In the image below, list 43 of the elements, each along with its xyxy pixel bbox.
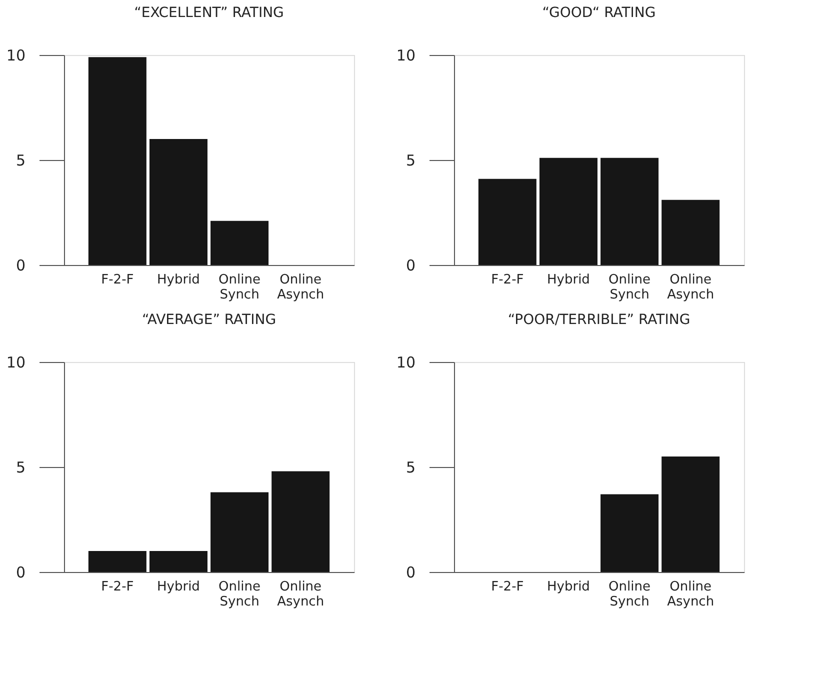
bar xyxy=(88,57,146,265)
bar xyxy=(539,158,598,265)
x-tick-label: Hybrid xyxy=(547,272,590,288)
x-tick-label: F-2-F xyxy=(101,580,134,594)
bar xyxy=(600,158,659,265)
x-tick-label: Hybrid xyxy=(157,580,200,594)
y-tick-label: 5 xyxy=(406,458,416,476)
x-tick-label: F-2-F xyxy=(101,272,134,288)
x-tick-label: Online Asynch xyxy=(667,580,714,610)
y-tick-label: 10 xyxy=(6,46,26,64)
bar xyxy=(662,200,720,265)
x-tick-label: Online Asynch xyxy=(667,272,714,302)
y-tick-label: 0 xyxy=(16,564,26,582)
x-tick-label: Online Synch xyxy=(218,272,260,302)
y-tick-label: 0 xyxy=(406,256,416,274)
x-tick-label: Online Synch xyxy=(218,580,260,610)
x-tick-label: Hybrid xyxy=(547,580,590,594)
bar xyxy=(88,551,146,572)
y-tick-label: 5 xyxy=(16,458,26,476)
y-tick-label: 10 xyxy=(396,46,416,64)
bar xyxy=(478,178,536,265)
bar xyxy=(149,139,208,265)
y-tick-label: 5 xyxy=(406,152,416,170)
y-tick-label: 10 xyxy=(396,354,416,372)
x-tick-label: Hybrid xyxy=(157,272,200,288)
y-tick-label: 0 xyxy=(16,256,26,274)
chart-title: “EXCELLENT” RATING xyxy=(134,5,284,21)
chart-title: “AVERAGE” RATING xyxy=(142,312,276,328)
x-tick-label: F-2-F xyxy=(491,580,524,594)
chart-title: “GOOD“ RATING xyxy=(542,5,656,21)
y-tick-label: 10 xyxy=(6,354,26,372)
x-tick-label: Online Synch xyxy=(608,272,650,302)
bar xyxy=(149,551,208,572)
bar xyxy=(272,471,330,572)
chart-title: “POOR/TERRIBLE” RATING xyxy=(508,312,690,328)
x-tick-label: Online Synch xyxy=(608,580,650,610)
x-tick-label: F-2-F xyxy=(491,272,524,288)
bar xyxy=(210,220,269,265)
bar xyxy=(210,492,269,572)
y-tick-label: 0 xyxy=(406,564,416,582)
x-tick-label: Online Asynch xyxy=(277,580,324,610)
y-tick-label: 5 xyxy=(16,152,26,170)
x-tick-label: Online Asynch xyxy=(277,272,324,302)
